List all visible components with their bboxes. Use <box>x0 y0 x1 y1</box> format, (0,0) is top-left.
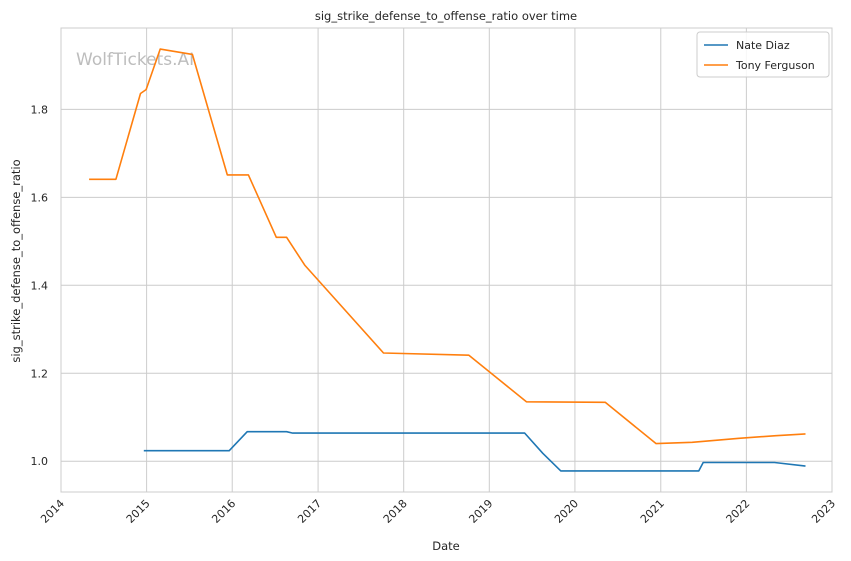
y-tick-label: 1.8 <box>31 103 49 116</box>
y-tick-label: 1.4 <box>31 279 49 292</box>
grid-lines <box>60 28 833 492</box>
series-line-nate-diaz <box>143 430 806 472</box>
legend: Nate Diaz Tony Ferguson <box>696 31 830 78</box>
y-tick-label: 1.2 <box>31 367 49 380</box>
y-tick-label: 1.6 <box>31 191 49 204</box>
legend-box <box>696 31 830 78</box>
x-axis-title: Date <box>432 539 460 553</box>
series-line-tony-ferguson <box>89 48 806 445</box>
legend-label-nate-diaz: Nate Diaz <box>736 39 790 52</box>
watermark: WolfTickets.AI <box>76 50 194 70</box>
y-axis-title: sig_strike_defense_to_offense_ratio <box>9 159 23 362</box>
y-tick-label: 1.0 <box>31 455 49 468</box>
legend-label-tony-ferguson: Tony Ferguson <box>735 59 815 72</box>
y-axis-ticks: 1.0 1.2 1.4 1.6 1.8 <box>31 103 49 468</box>
plot-frame <box>60 27 833 493</box>
chart-title: sig_strike_defense_to_offense_ratio over… <box>315 9 577 23</box>
series-layer <box>89 48 806 472</box>
